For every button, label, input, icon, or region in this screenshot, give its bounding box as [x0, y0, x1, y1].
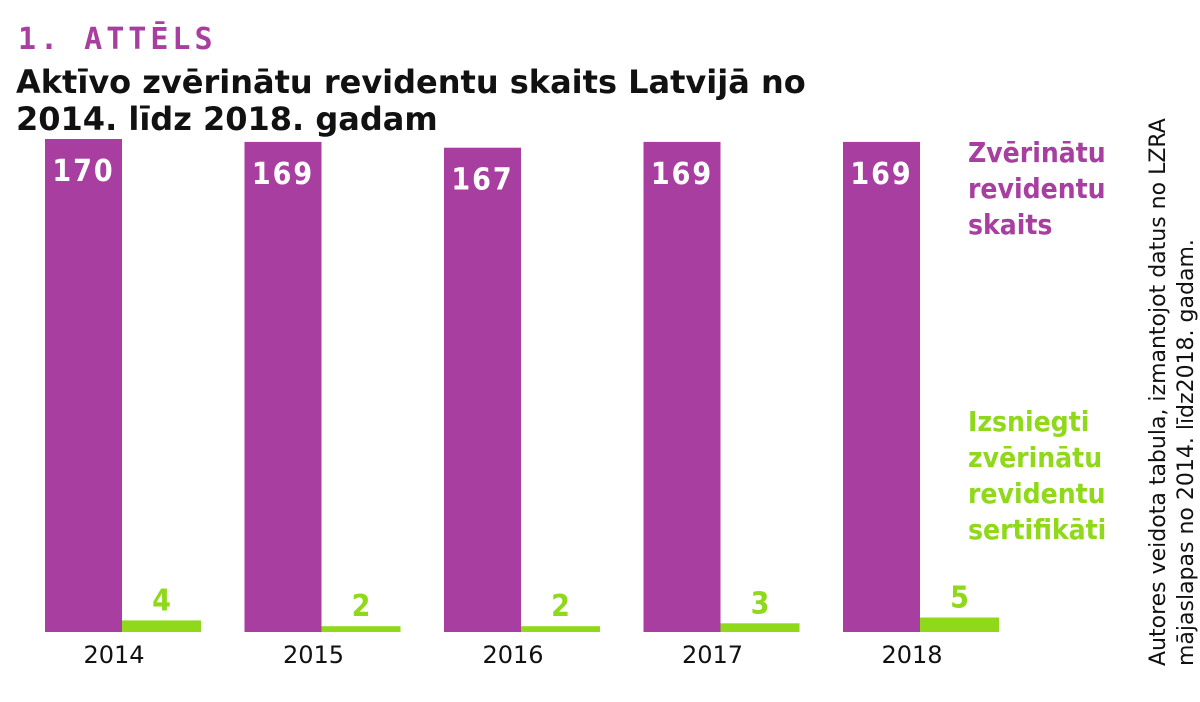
bar-series-1-2015 [321, 626, 401, 632]
data-label-series-1-2015: 2 [352, 589, 371, 624]
bar-series-0-2018 [843, 141, 920, 632]
bar-series-0-2016 [444, 147, 521, 632]
bar-series-0-2015 [244, 141, 322, 632]
data-label-series-0-2017: 169 [651, 157, 713, 192]
x-tick-label-2018: 2018 [881, 641, 942, 669]
data-label-series-0-2018: 169 [850, 157, 912, 192]
bar-series-0-2017 [643, 141, 721, 632]
legend-series-0: Zvērinātu revidentu skaits [968, 136, 1106, 241]
bar-series-1-2018 [920, 617, 999, 632]
labels-layer: 170 4 2014 169 2 2015 167 2 2016 169 3 2017 169 5 2018 [52, 154, 969, 669]
data-label-series-0-2015: 169 [252, 157, 314, 192]
bar-series-1-2017 [720, 623, 800, 632]
x-tick-label-2017: 2017 [682, 641, 743, 669]
bar-series-0-2014 [45, 139, 122, 632]
source-note: Autores veidota tabula, izmantojot datus… [1146, 118, 1199, 666]
bar-series-1-2014 [122, 620, 201, 632]
data-label-series-0-2014: 170 [52, 154, 114, 189]
chart-title: Aktīvo zvērinātu revidentu skaits Latvij… [16, 63, 806, 138]
bars-layer [45, 139, 999, 632]
x-tick-label-2014: 2014 [83, 641, 144, 669]
x-tick-label-2015: 2015 [283, 641, 344, 669]
data-label-series-1-2017: 3 [751, 586, 770, 621]
data-label-series-1-2016: 2 [551, 589, 570, 624]
x-tick-label-2016: 2016 [482, 641, 543, 669]
bar-series-1-2016 [521, 626, 600, 632]
legend-series-1: Izsniegti zvērinātu revidentu sertifikāt… [968, 405, 1107, 546]
data-label-series-1-2014: 4 [152, 583, 171, 618]
data-label-series-0-2016: 167 [451, 163, 513, 198]
figure-label: 1. ATTĒLS [18, 22, 217, 57]
data-label-series-1-2018: 5 [950, 581, 969, 616]
